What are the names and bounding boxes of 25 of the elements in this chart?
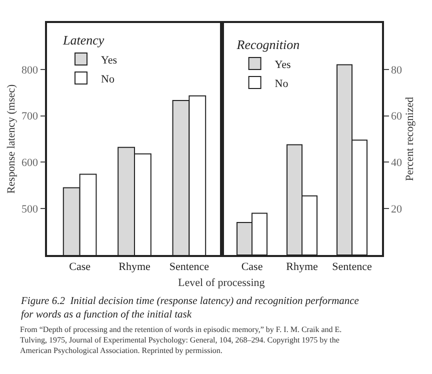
legend-label: Yes [274, 58, 291, 71]
text: Figure 6.2 Initial decision time (response latency) and recognition performance for words as a function of the initial task [20, 296, 360, 321]
legend-title: Latency [62, 32, 104, 48]
y-tick-label: 40 [390, 157, 402, 170]
y-axis-title: Percent recognized [404, 96, 416, 181]
y-tick-label: 20 [390, 203, 402, 216]
x-tick-label: Sentence [332, 260, 372, 273]
x-axis-title: Level of processing [178, 277, 266, 289]
x-tick-label: Case [69, 260, 91, 273]
y-tick-label: 800 [22, 64, 39, 76]
y-tick-label: 60 [390, 110, 402, 123]
y-tick-label: 80 [390, 64, 402, 76]
x-tick-label: Rhyme [118, 260, 150, 273]
y-tick-label: 700 [22, 110, 39, 123]
x-tick-label: Case [241, 260, 263, 273]
legend-label: Yes [101, 54, 118, 66]
y-tick-label: 500 [22, 203, 39, 216]
y-axis-title: Response latency (msec) [6, 84, 18, 194]
legend-label: No [274, 78, 289, 90]
x-tick-label: Rhyme [286, 260, 318, 273]
legend-title: Recognition [236, 37, 300, 52]
legend-label: No [101, 73, 115, 86]
x-tick-label: Sentence [169, 260, 210, 273]
text: From “Depth of processing and the retention of words in episodic memory,” by F. I. M. Craik and E. Tulving, 1975, Journal of Experimental Psychology: General, 104, 268–294. Copyright 1975 by the American Psychological Association. Reprinted by permission. [20, 325, 342, 355]
y-tick-label: 600 [22, 157, 39, 170]
